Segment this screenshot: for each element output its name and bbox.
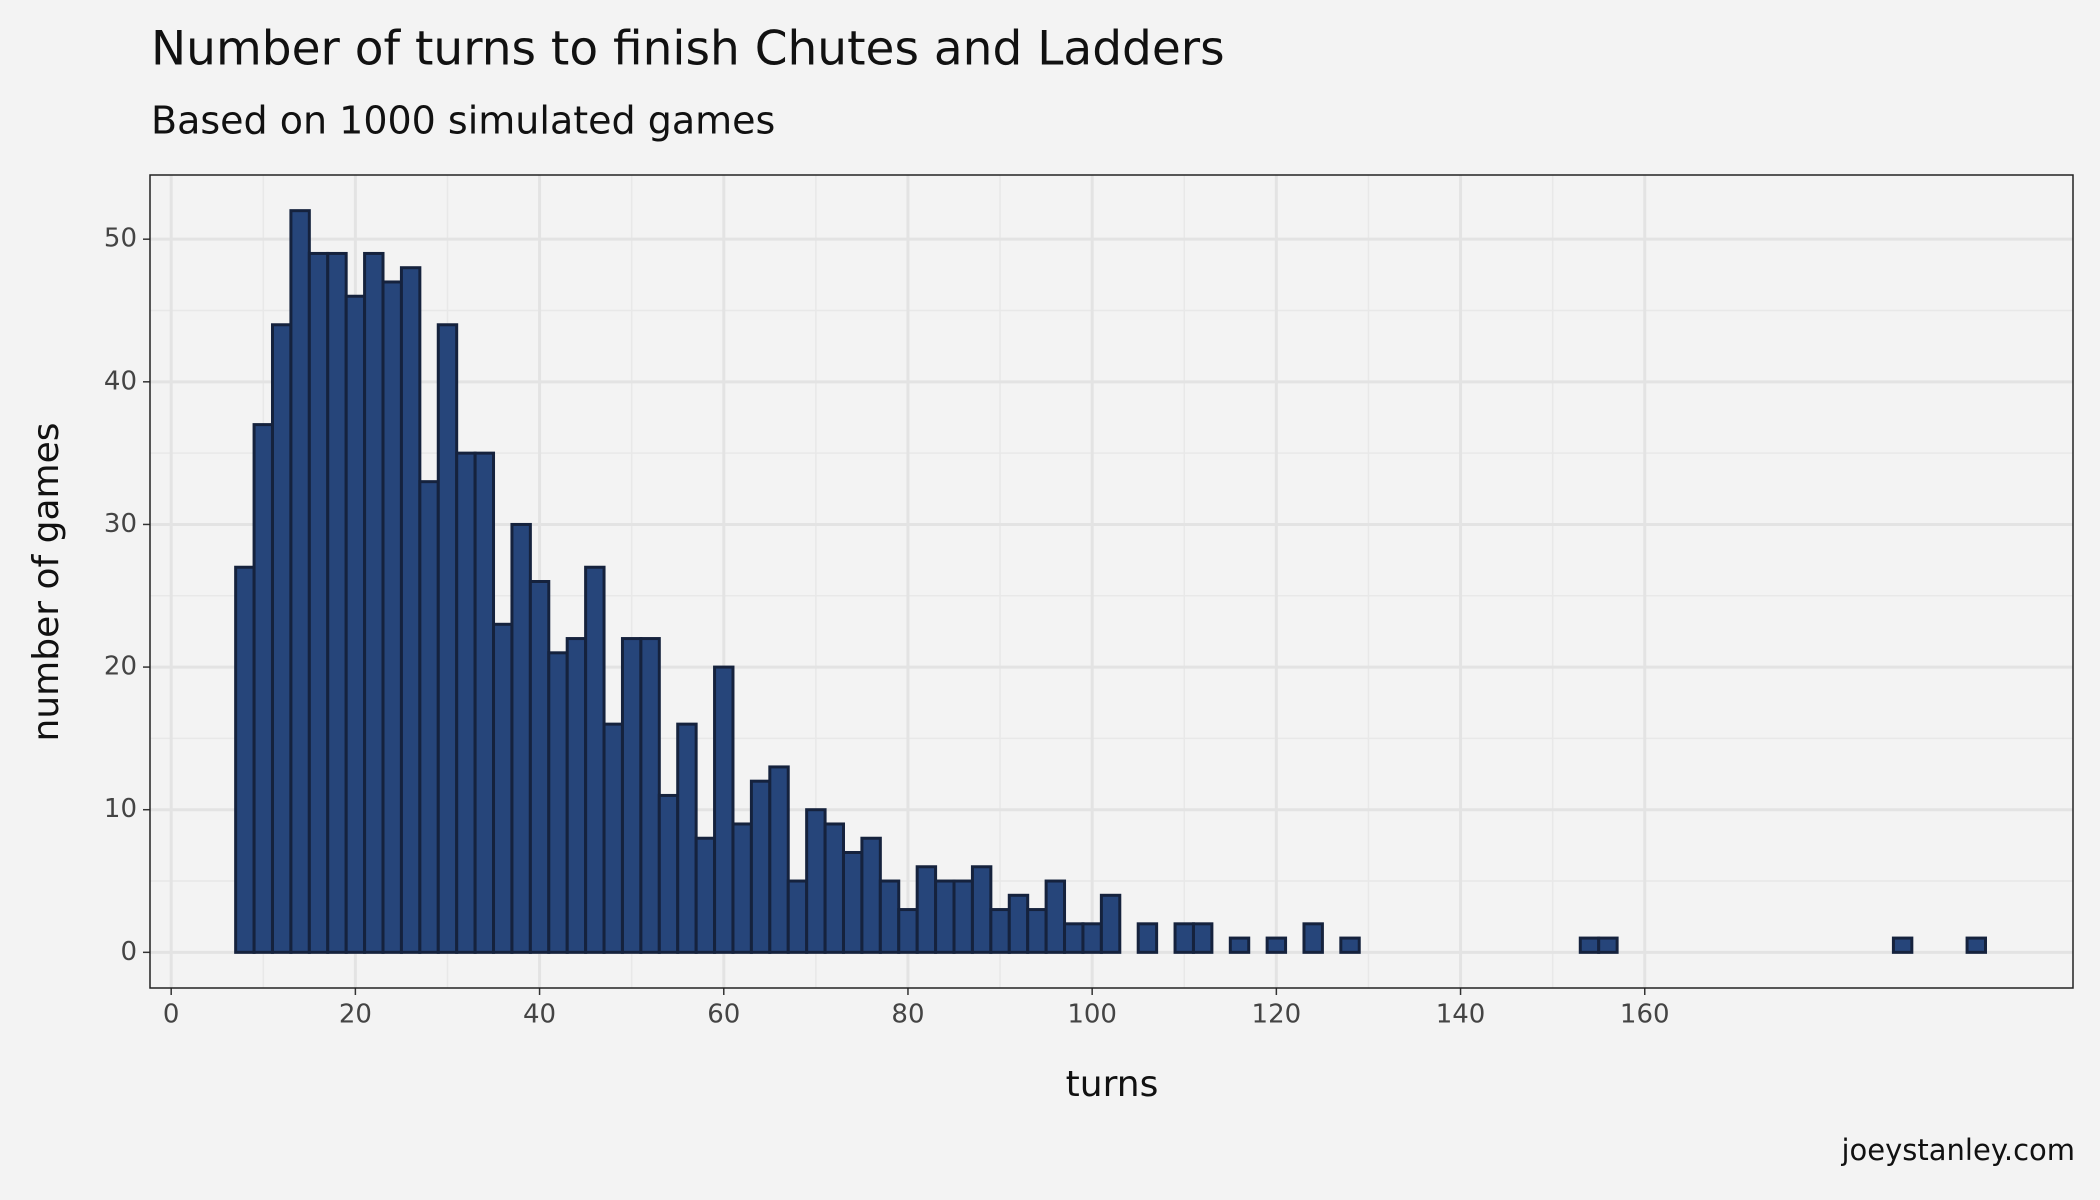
bar (768, 765, 790, 954)
caption: joeystanley.com (1840, 1133, 2075, 1167)
bar (1099, 893, 1122, 954)
panel-border (149, 174, 2074, 989)
bar (1026, 908, 1048, 954)
bar (1578, 936, 1601, 954)
bar (1228, 936, 1251, 954)
bar (381, 280, 403, 954)
bar (620, 637, 643, 954)
bar (363, 251, 385, 954)
bar (786, 879, 809, 954)
bar (657, 793, 680, 954)
chart-title: Number of turns to finish Chutes and Lad… (151, 22, 1225, 77)
y-tick-label: 0 (120, 937, 137, 967)
bar (970, 865, 993, 954)
y-tick-label: 20 (104, 652, 137, 682)
y-tick-label: 30 (104, 509, 137, 539)
bar (860, 836, 882, 954)
x-tick-label: 20 (339, 1000, 372, 1030)
bar (473, 451, 496, 954)
bar (1302, 922, 1324, 954)
bar (1265, 936, 1288, 954)
bar (510, 522, 532, 954)
y-axis-label: number of games (26, 423, 67, 742)
bar (1173, 922, 1195, 954)
x-tick-label: 120 (1252, 1000, 1302, 1030)
bar (1044, 879, 1067, 954)
bar (1136, 922, 1159, 954)
bar (878, 879, 901, 954)
x-tick-label: 0 (163, 1000, 180, 1030)
bar (934, 879, 956, 954)
bar (1339, 936, 1361, 954)
bar (1191, 922, 1214, 954)
bar (399, 266, 422, 954)
bar (1007, 893, 1030, 954)
bar (344, 294, 367, 954)
bar (1081, 922, 1103, 954)
bar (436, 323, 459, 954)
x-tick-label: 140 (1436, 1000, 1486, 1030)
bar (547, 651, 569, 954)
y-tick-label: 50 (104, 224, 137, 254)
bar (713, 665, 735, 954)
bar (694, 836, 717, 954)
bar (731, 822, 753, 954)
x-axis-label: turns (1066, 1064, 1159, 1105)
bar (823, 822, 845, 954)
bar (418, 480, 440, 954)
bar (676, 722, 698, 954)
bar (252, 423, 274, 954)
bar (602, 722, 624, 954)
bar (897, 908, 919, 954)
bar (1891, 936, 1914, 954)
y-tick-label: 40 (104, 366, 137, 396)
bar (455, 451, 477, 954)
bar (805, 808, 827, 954)
x-tick-label: 40 (523, 1000, 556, 1030)
bar (270, 323, 293, 954)
bar (492, 622, 514, 954)
bar (989, 908, 1011, 954)
chart-subtitle: Based on 1000 simulated games (151, 99, 775, 143)
bar (1597, 936, 1619, 954)
x-tick-label: 100 (1067, 1000, 1117, 1030)
bar (841, 851, 864, 954)
bar (639, 637, 661, 954)
bar (289, 209, 311, 954)
bar (528, 580, 551, 954)
y-tick-label: 10 (104, 794, 137, 824)
bar (584, 565, 606, 954)
x-tick-label: 80 (891, 1000, 924, 1030)
bar (234, 565, 256, 954)
bar (915, 865, 938, 954)
bar (749, 779, 772, 954)
bar (307, 251, 330, 954)
x-tick-label: 160 (1620, 1000, 1670, 1030)
bar (326, 251, 348, 954)
bar (1063, 922, 1085, 954)
bar (1965, 936, 1988, 954)
bar (952, 879, 974, 954)
bar (565, 637, 588, 954)
x-tick-label: 60 (707, 1000, 740, 1030)
